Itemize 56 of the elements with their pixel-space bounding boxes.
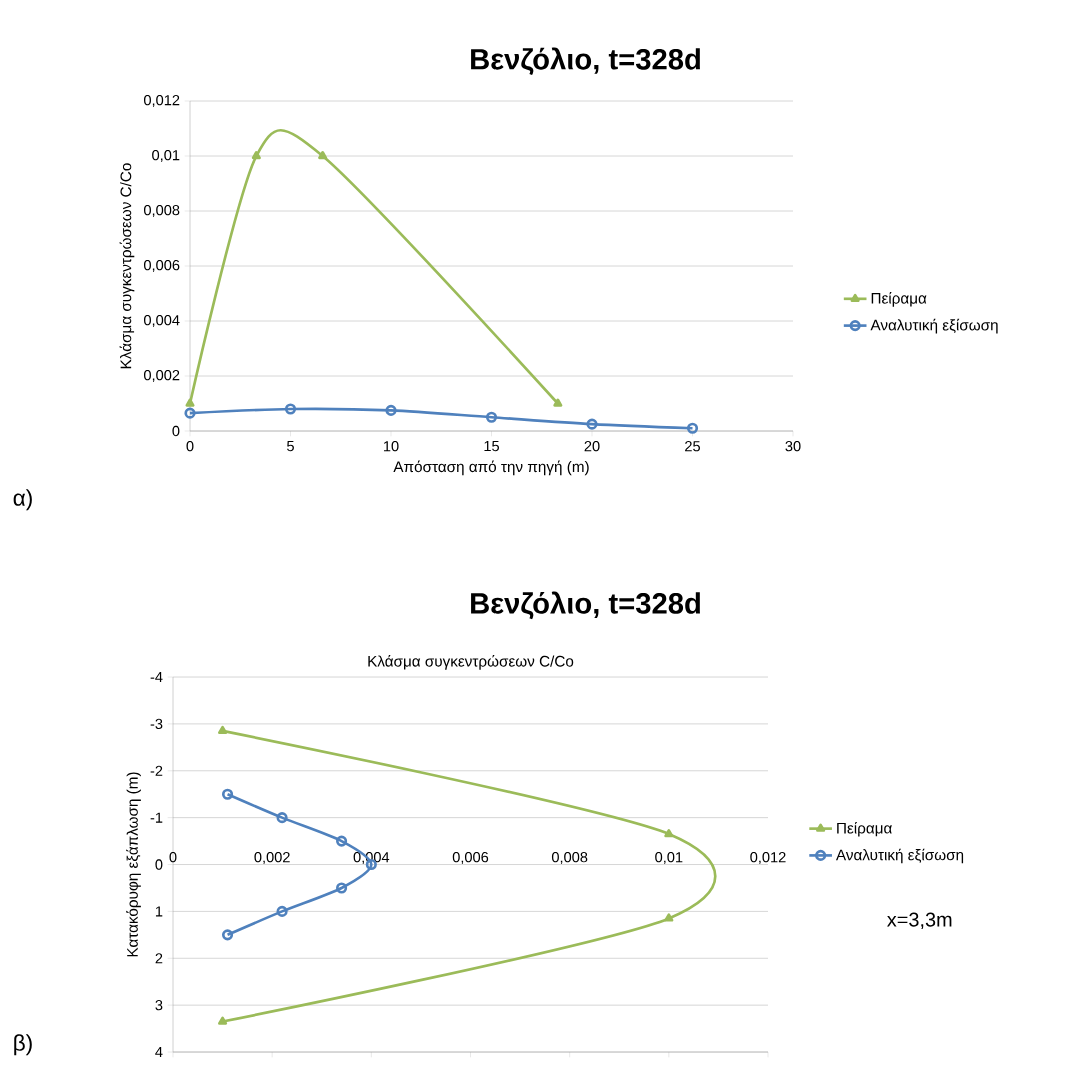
point <box>385 404 397 416</box>
point <box>284 403 297 415</box>
y-tick-label: 0,002 <box>143 369 180 383</box>
text: x=3,3m <box>887 912 952 929</box>
point <box>336 882 348 894</box>
x-tick-label: 25 <box>685 441 701 452</box>
x-tick-label: 15 <box>484 441 499 452</box>
y-tick-label: -2 <box>150 765 163 776</box>
point <box>318 150 328 160</box>
chart-title: Βενζόλιο, t=328d <box>471 591 700 620</box>
x-tick-label: 0,01 <box>655 852 683 865</box>
y-tick-label: 0,01 <box>152 149 180 163</box>
y-tick-label: 0,006 <box>143 259 180 273</box>
y-axis-title: Κλάσμα συγκεντρώσεων C/Co <box>119 163 135 369</box>
x-tick-label: 5 <box>287 441 294 452</box>
x-tick-label: 20 <box>584 441 600 452</box>
y-axis-title: Κατακόρυφη εξάπλωση (m) <box>126 772 141 957</box>
x-axis-title: Απόσταση από την πηγή (m) <box>393 460 589 476</box>
y-tick-label: -4 <box>150 672 163 683</box>
legend-label: Πείραμα <box>837 821 892 837</box>
y-tick-label: 3 <box>155 999 163 1011</box>
y-tick-label: 0,012 <box>143 94 180 108</box>
point <box>251 150 261 160</box>
y-tick-label: 4 <box>155 1047 163 1058</box>
y-tick-label: -1 <box>150 812 163 823</box>
point <box>218 1016 228 1025</box>
y-tick-label: 0,008 <box>143 204 180 218</box>
legend-label: Πείραμα <box>871 292 927 307</box>
point <box>276 905 288 917</box>
point <box>664 913 674 922</box>
legend-label: Αναλυτική εξίσωση <box>870 318 998 334</box>
x-tick-label: 10 <box>383 441 399 452</box>
y-tick-label: 2 <box>155 953 163 964</box>
point <box>218 725 228 735</box>
y-tick-label: 0 <box>172 425 180 437</box>
point <box>185 398 195 407</box>
y-tick-label: -3 <box>150 718 163 730</box>
point <box>276 812 288 824</box>
point <box>553 398 563 407</box>
point <box>664 829 674 838</box>
x-tick-label: 0,006 <box>452 852 489 865</box>
point <box>485 411 498 423</box>
x-tick-label: 30 <box>785 441 801 452</box>
x-tick-label: 0,002 <box>254 852 290 865</box>
chart-title: Βενζόλιο, t=328d <box>471 47 700 76</box>
x-tick-label: 0,012 <box>750 852 786 865</box>
y-tick-label: 0,004 <box>143 314 180 328</box>
point <box>586 418 598 430</box>
x-axis-title: Κλάσμα συγκεντρώσεων C/Co <box>368 655 574 670</box>
point <box>336 835 348 847</box>
x-tick-label: 0 <box>186 441 194 452</box>
text: β) <box>14 1034 32 1056</box>
text: α) <box>13 489 32 511</box>
legend-label: Αναλυτική εξίσωση <box>835 848 964 864</box>
y-tick-label: 1 <box>155 906 163 917</box>
x-tick-label: 0,008 <box>551 852 588 865</box>
